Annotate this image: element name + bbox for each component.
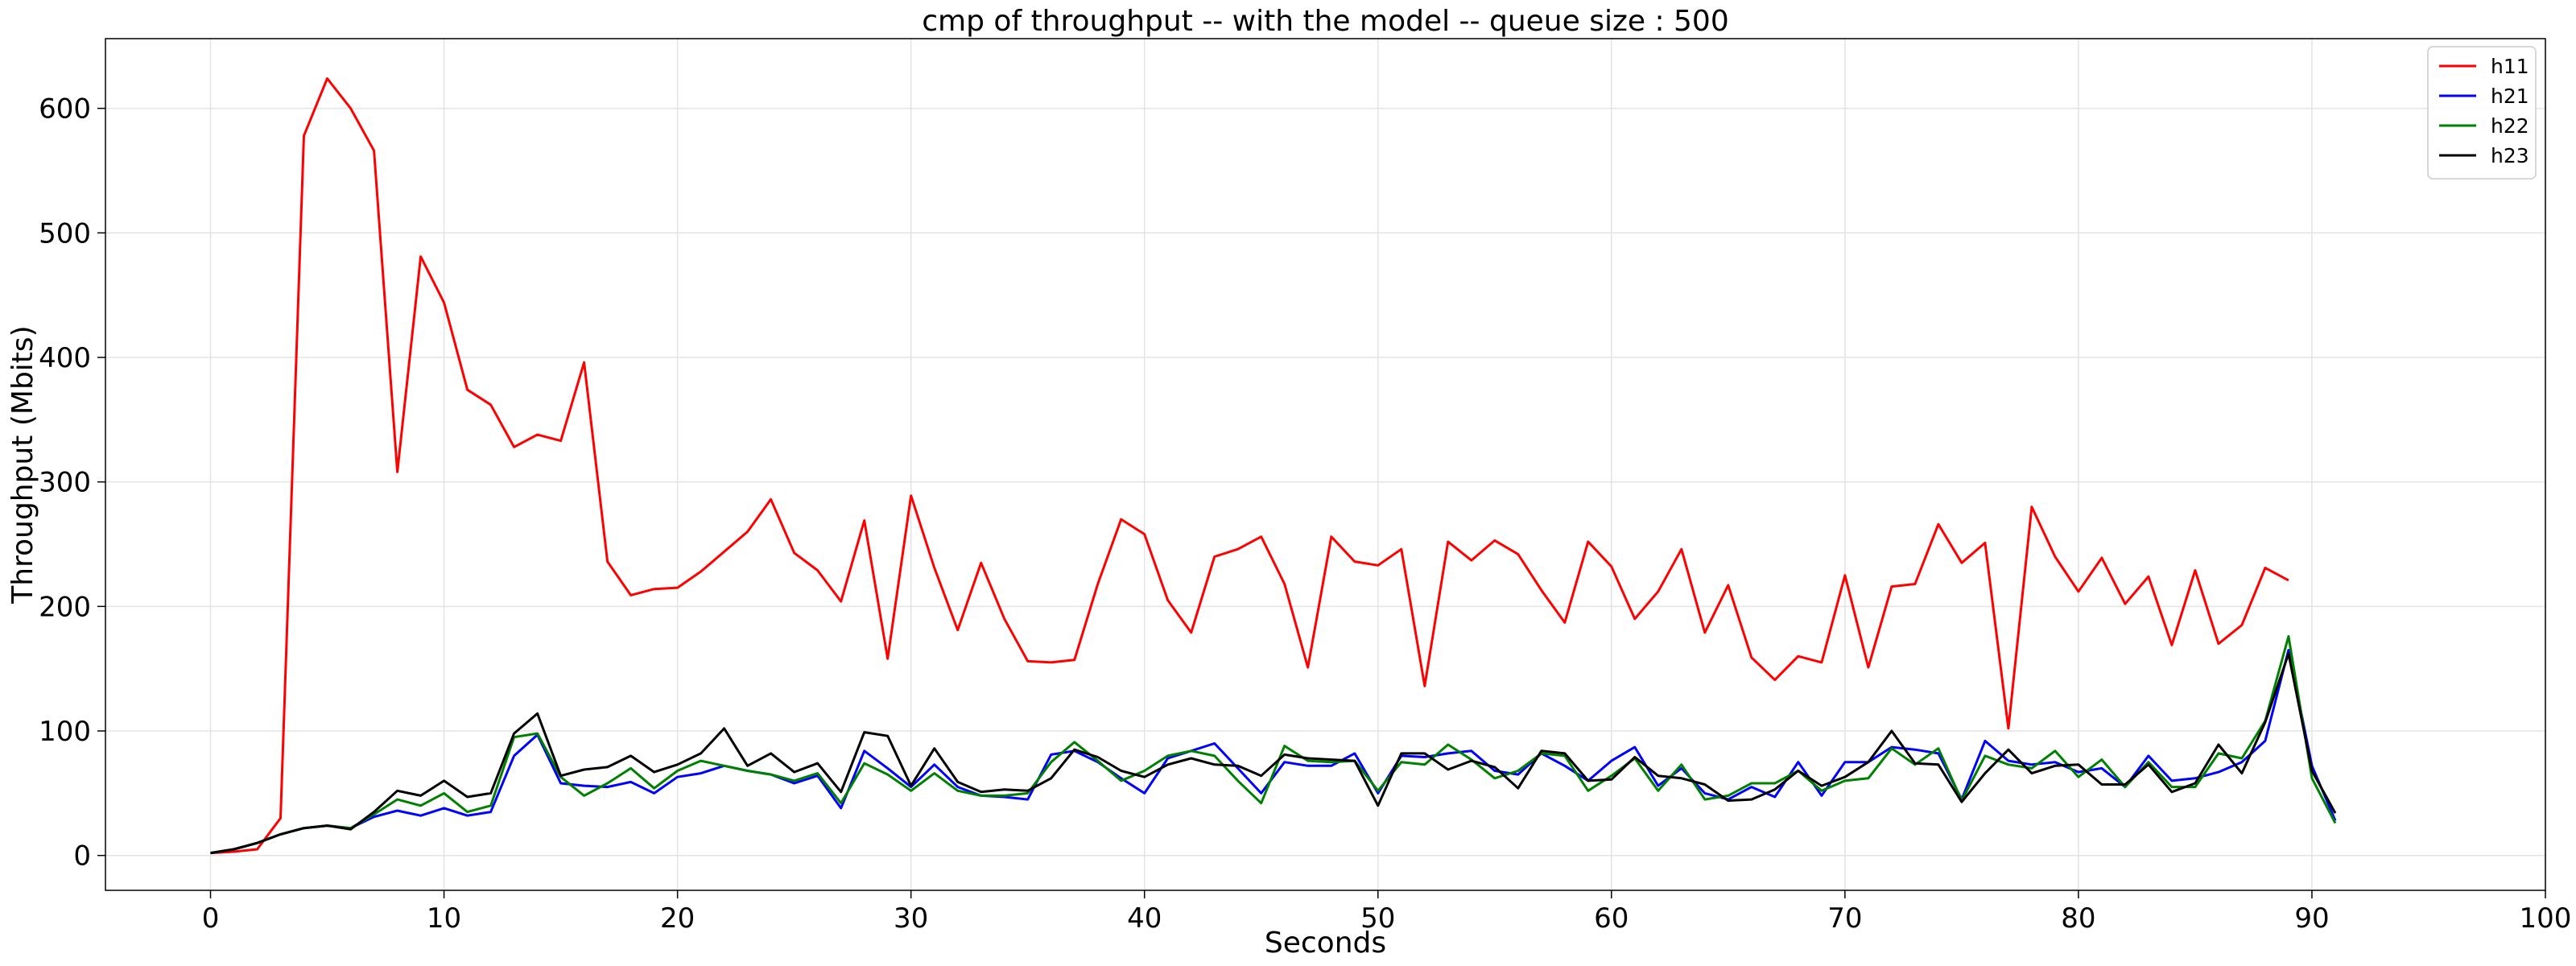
legend-label-h22: h22 xyxy=(2491,114,2529,138)
x-tick-label: 70 xyxy=(1827,902,1862,935)
y-tick-label: 200 xyxy=(39,591,91,623)
x-tick-label: 90 xyxy=(2294,902,2329,935)
y-tick-label: 300 xyxy=(39,467,91,499)
x-tick-label: 20 xyxy=(660,902,695,935)
x-tick-label: 100 xyxy=(2520,902,2572,935)
series-layer xyxy=(210,77,2337,855)
legend-label-h21: h21 xyxy=(2491,85,2529,108)
y-tick-label: 600 xyxy=(39,93,91,126)
plot-frame xyxy=(105,38,2546,891)
x-tick-label: 0 xyxy=(202,902,220,935)
series-line-h22 xyxy=(210,635,2337,855)
x-tick-label: 30 xyxy=(894,902,928,935)
x-axis-label: Seconds xyxy=(1265,927,1386,960)
x-tick-label: 40 xyxy=(1127,902,1162,935)
chart-title: cmp of throughput -- with the model -- q… xyxy=(922,5,1728,38)
y-tick-label: 100 xyxy=(39,716,91,748)
y-tick-label: 400 xyxy=(39,342,91,374)
legend-label-h11: h11 xyxy=(2491,55,2529,78)
axis-ticks: 0 10 20 30 40 50 60 70 80 90 100 0 100 200 300 400 500 60… xyxy=(39,93,2571,935)
y-tick-label: 0 xyxy=(73,840,91,873)
x-tick-label: 10 xyxy=(427,902,461,935)
legend-label-h23: h23 xyxy=(2491,144,2529,167)
series-line-h21 xyxy=(210,649,2337,855)
x-tick-label: 80 xyxy=(2061,902,2095,935)
y-tick-label: 500 xyxy=(39,217,91,250)
series-line-h23 xyxy=(210,652,2337,855)
x-tick-label: 60 xyxy=(1594,902,1629,935)
y-axis-label: Throughput (Mbits) xyxy=(6,325,39,604)
legend-box xyxy=(2427,46,2537,180)
legend: h11 h21 h22 h23 xyxy=(2427,46,2537,180)
series-line-h11 xyxy=(210,77,2289,855)
x-tick-label: 50 xyxy=(1360,902,1395,935)
